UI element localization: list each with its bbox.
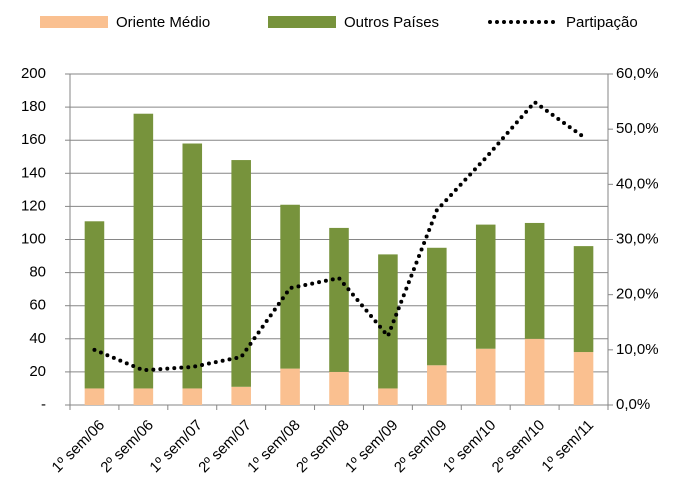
y2-tick-label: 60,0% (616, 65, 659, 82)
y-tick-label: 60 (29, 297, 46, 314)
bar (329, 371, 349, 405)
legend-label: Partipação (566, 14, 638, 31)
y-tick-label: 20 (29, 363, 46, 380)
bar (84, 221, 105, 389)
bar (84, 388, 105, 405)
x-tick-label: 1º sem/06 (49, 417, 109, 477)
line-series (92, 100, 586, 373)
y-tick-label: 40 (29, 330, 46, 347)
bar (133, 113, 154, 389)
legend-label: Oriente Médio (116, 14, 210, 31)
x-tick-label: 2º sem/08 (293, 417, 353, 477)
bar (182, 388, 203, 405)
y2-tick-label: 0,0% (616, 396, 650, 413)
y-tick-label: 180 (21, 98, 46, 115)
legend-swatch (268, 16, 336, 28)
bar (280, 368, 300, 405)
legend-swatch (40, 16, 108, 28)
bar (475, 224, 496, 349)
y-tick-label: 200 (21, 65, 46, 82)
bar (427, 247, 447, 366)
bar (329, 227, 349, 372)
bar (573, 246, 594, 353)
bar (524, 338, 545, 405)
bar (231, 386, 251, 405)
bar (524, 222, 545, 339)
bar (427, 365, 447, 405)
bar (475, 348, 496, 405)
bar (133, 388, 154, 405)
y-tick-label: 160 (21, 131, 46, 148)
y-tick-label: 80 (29, 264, 46, 281)
y-tick-label: 100 (21, 230, 46, 247)
x-tick-label: 1º sem/08 (244, 417, 304, 477)
y2-tick-label: 50,0% (616, 120, 659, 137)
y2-tick-label: 40,0% (616, 175, 659, 192)
y2-tick-label: 20,0% (616, 286, 659, 303)
y-tick-label: - (41, 396, 46, 413)
bar (573, 352, 594, 405)
x-tick-label: 1º sem/11 (538, 417, 597, 476)
bar (378, 254, 398, 389)
x-tick-label: 1º sem/09 (342, 417, 402, 477)
bar (182, 143, 203, 389)
y2-tick-label: 30,0% (616, 230, 659, 247)
y2-tick-label: 10,0% (616, 341, 659, 358)
y-tick-label: 140 (21, 164, 46, 181)
x-tick-label: 2º sem/10 (489, 417, 549, 477)
y-tick-label: 120 (21, 197, 46, 214)
bar (231, 160, 251, 387)
legend-label: Outros Países (344, 14, 439, 31)
bar (378, 388, 398, 405)
